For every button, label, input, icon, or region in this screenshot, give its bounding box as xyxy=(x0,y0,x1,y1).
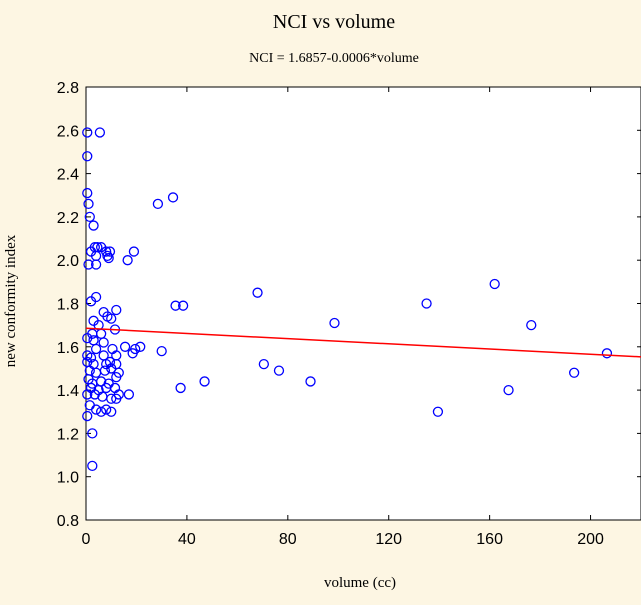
y-tick-label: 2.4 xyxy=(57,167,79,184)
y-tick-label: 2.8 xyxy=(57,80,79,97)
data-point xyxy=(90,259,102,270)
data-point xyxy=(135,341,146,352)
data-point xyxy=(95,406,107,417)
data-point xyxy=(601,348,613,359)
data-point xyxy=(90,404,102,415)
data-point xyxy=(111,304,122,316)
data-point xyxy=(94,127,106,138)
data-point xyxy=(175,382,186,394)
data-point xyxy=(526,319,537,331)
data-point xyxy=(123,389,135,400)
data-point xyxy=(87,460,98,472)
data-point xyxy=(177,300,189,311)
chart-subtitle: NCI = 1.6857-0.0006*volume xyxy=(249,51,419,66)
data-point xyxy=(89,389,100,400)
data-point xyxy=(83,198,94,210)
data-point xyxy=(128,246,140,257)
x-tick-label: 0 xyxy=(82,531,91,548)
data-point xyxy=(122,255,133,266)
data-point xyxy=(119,341,131,352)
data-point xyxy=(170,300,181,311)
data-point xyxy=(103,252,114,264)
data-point xyxy=(101,246,112,257)
data-point xyxy=(258,358,270,370)
data-point xyxy=(167,192,179,203)
data-point xyxy=(88,220,99,231)
y-tick-label: 1.8 xyxy=(57,297,79,314)
data-point xyxy=(127,348,138,359)
data-point xyxy=(101,404,112,415)
data-point xyxy=(82,127,93,138)
regression-line xyxy=(85,327,641,358)
data-point xyxy=(568,367,580,378)
y-tick-label: 2.0 xyxy=(57,253,79,270)
x-tick-label: 200 xyxy=(577,531,604,548)
data-point xyxy=(156,345,167,357)
data-point xyxy=(82,389,93,400)
data-point xyxy=(152,198,164,210)
data-point xyxy=(252,287,263,298)
x-tick-label: 40 xyxy=(178,531,196,548)
y-tick-label: 1.0 xyxy=(57,470,79,487)
data-point xyxy=(421,298,432,309)
x-tick-label: 120 xyxy=(375,531,402,548)
y-tick-label: 1.2 xyxy=(57,426,79,443)
y-tick-label: 2.2 xyxy=(57,210,79,227)
data-point xyxy=(87,428,98,439)
data-point xyxy=(199,376,210,387)
data-point xyxy=(84,211,95,223)
data-point xyxy=(102,250,113,262)
x-tick-label: 160 xyxy=(476,531,503,548)
data-point xyxy=(111,371,122,383)
data-point xyxy=(503,384,514,396)
data-point xyxy=(82,151,93,162)
y-axis-label: new conformity index xyxy=(3,234,19,367)
data-point xyxy=(82,410,93,422)
y-tick-label: 2.6 xyxy=(57,123,79,140)
data-point xyxy=(106,363,117,374)
data-point xyxy=(98,337,109,348)
plot-frame xyxy=(85,86,641,521)
y-tick-label: 0.8 xyxy=(57,513,79,530)
data-point xyxy=(104,356,116,368)
chart-title: NCI vs volume xyxy=(273,11,395,33)
data-point xyxy=(82,187,93,199)
data-point xyxy=(489,278,500,290)
data-point xyxy=(106,313,117,324)
data-point xyxy=(329,317,340,329)
data-point xyxy=(111,393,122,404)
data-point xyxy=(82,332,93,344)
data-point xyxy=(432,406,444,417)
y-tick-label: 1.4 xyxy=(57,383,79,400)
data-point xyxy=(90,291,102,303)
x-tick-label: 80 xyxy=(279,531,297,548)
data-point xyxy=(99,365,111,376)
data-point xyxy=(106,406,117,417)
data-point xyxy=(90,343,102,355)
data-point xyxy=(273,365,285,376)
plot-area: 0.8 1.0 1.2 1.4 1.6 1.8 2.0 2.2 2.4 2.6 2.8 0 40 80 12… xyxy=(57,80,641,548)
y-tick-label: 1.6 xyxy=(57,340,79,357)
data-point xyxy=(106,393,117,404)
data-point xyxy=(83,259,94,270)
x-axis-label: volume (cc) xyxy=(324,575,396,591)
data-point xyxy=(305,376,316,387)
